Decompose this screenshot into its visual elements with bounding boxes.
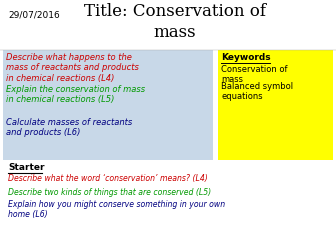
Text: 29/07/2016: 29/07/2016 xyxy=(8,10,60,19)
Text: Conservation of
mass: Conservation of mass xyxy=(221,65,288,84)
Text: Title: Conservation of
mass: Title: Conservation of mass xyxy=(84,3,266,41)
Text: Calculate masses of reactants
and products (L6): Calculate masses of reactants and produc… xyxy=(6,118,132,137)
Text: Explain how you might conserve something in your own
home (L6): Explain how you might conserve something… xyxy=(8,200,225,219)
Text: Describe what happens to the
mass of reactants and products
in chemical reaction: Describe what happens to the mass of rea… xyxy=(6,53,139,83)
Text: Describe two kinds of things that are conserved (L5): Describe two kinds of things that are co… xyxy=(8,188,211,197)
Text: Balanced symbol
equations: Balanced symbol equations xyxy=(221,82,293,101)
Bar xyxy=(3,50,213,160)
Text: Describe what the word ‘conservation’ means? (L4): Describe what the word ‘conservation’ me… xyxy=(8,174,208,183)
Text: Explain the conservation of mass
in chemical reactions (L5): Explain the conservation of mass in chem… xyxy=(6,85,145,104)
Text: Keywords: Keywords xyxy=(221,53,270,62)
Bar xyxy=(218,50,333,160)
Text: Starter: Starter xyxy=(8,163,44,172)
